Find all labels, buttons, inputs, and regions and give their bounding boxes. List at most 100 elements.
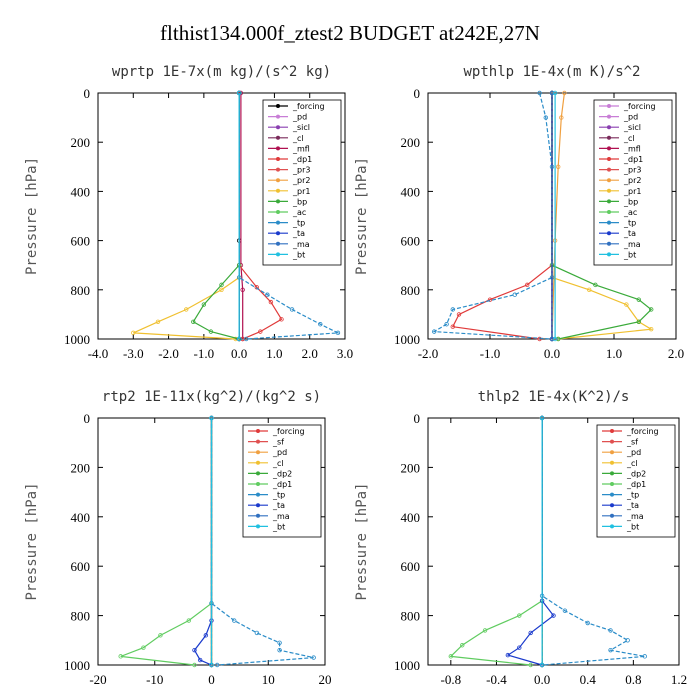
series-point (231, 618, 237, 623)
panel-title: thlp2 1E-4x(K^2)/s (478, 389, 630, 405)
series-point (649, 326, 654, 332)
legend-label: _dp1 (272, 480, 292, 489)
legend-marker (610, 471, 614, 476)
series-point (608, 628, 613, 633)
legend-marker (607, 167, 611, 172)
figure-title: flthist134.000f_ztest2 BUDGET at242E,27N (160, 21, 540, 45)
series-line-tp (432, 92, 553, 340)
legend-marker (607, 157, 611, 161)
legend-marker (256, 492, 260, 497)
legend-marker (256, 524, 260, 529)
x-tick-label: -2.0 (418, 346, 439, 361)
series-point (649, 307, 654, 312)
legend-label: _sicl (623, 123, 641, 132)
legend-label: _tp (626, 491, 639, 500)
x-tick-label: 0.0 (231, 346, 247, 361)
y-tick-label: 1000 (64, 332, 90, 347)
series-point (482, 628, 488, 633)
legend-label: _ta (626, 501, 639, 510)
legend-marker (607, 220, 611, 225)
series-point (456, 312, 462, 317)
y-tick-label: 200 (401, 135, 421, 150)
legend-marker (276, 241, 280, 246)
legend-label: _forcing (623, 102, 656, 111)
series-point (219, 282, 224, 288)
series-point (642, 654, 647, 659)
y-tick-label: 800 (71, 283, 91, 298)
legend-label: _ac (623, 208, 637, 217)
legend-label: _forcing (626, 427, 659, 436)
series-point (236, 336, 242, 342)
series-point (240, 287, 245, 292)
panel-title: wpthlp 1E-4x(m K)/s^2 (463, 64, 640, 80)
series-point (141, 645, 146, 650)
series-point (552, 336, 558, 342)
y-tick-label: 600 (401, 559, 421, 574)
legend-label: _sf (272, 438, 284, 447)
y-tick-label: 600 (71, 234, 91, 249)
legend-label: _dp2 (626, 469, 646, 478)
legend-label: _cl (626, 459, 638, 468)
legend-label: _cl (292, 134, 304, 143)
x-tick-label: 0.4 (580, 672, 597, 687)
legend-marker (276, 178, 280, 183)
series-line-mfl (240, 93, 244, 339)
legend-label: _ta (292, 229, 305, 238)
series-point (311, 655, 316, 660)
legend-label: _forcing (292, 102, 325, 111)
legend-label: _dp1 (623, 155, 643, 164)
legend-label: _pd (272, 448, 287, 457)
series-point (593, 282, 598, 288)
x-tick-label: -1.0 (480, 346, 501, 361)
series-point (197, 657, 203, 663)
y-axis-label: Pressure [hPa] (24, 482, 40, 600)
legend-label: _pr3 (292, 166, 310, 175)
series-line-dp1 (451, 93, 553, 340)
legend-marker (607, 252, 611, 257)
x-tick-label: 1.2 (671, 672, 687, 687)
y-tick-label: 800 (401, 609, 421, 624)
legend-marker (256, 513, 260, 518)
legend-marker (276, 252, 280, 257)
series-point (539, 662, 545, 668)
y-tick-label: 800 (401, 283, 421, 298)
legend-marker (256, 503, 260, 508)
legend-label: _bt (292, 250, 305, 259)
legend-label: _pr1 (623, 187, 641, 196)
series-point (209, 662, 214, 668)
series-point (587, 287, 592, 292)
series-point (528, 630, 533, 636)
plot-frame (97, 92, 346, 340)
legend-label: _pd (292, 113, 307, 122)
series-point (318, 322, 323, 327)
legend-marker (607, 210, 611, 214)
legend-label: _ac (292, 208, 306, 217)
series-point (201, 302, 207, 307)
legend-marker (607, 135, 611, 140)
x-tick-label: 3.0 (337, 346, 353, 361)
x-tick-label: -0.8 (441, 672, 462, 687)
legend-marker (607, 199, 611, 204)
series-point (289, 307, 295, 312)
legend-marker (607, 231, 611, 236)
series-point (265, 292, 270, 297)
series-point (186, 618, 191, 623)
legend-label: _pr3 (623, 166, 641, 175)
series-point (556, 336, 561, 342)
series-point (537, 90, 542, 96)
legend-marker (610, 492, 614, 497)
series-point (552, 90, 558, 96)
series-line-tp (210, 418, 314, 666)
x-tick-label: -0.4 (486, 672, 507, 687)
x-tick-label: 10 (262, 672, 275, 687)
series-point (585, 620, 590, 626)
legend-marker (276, 231, 280, 236)
series-point (236, 90, 242, 96)
series-point (192, 662, 197, 668)
legend-marker (610, 460, 614, 465)
series-point (636, 319, 641, 324)
x-tick-label: 2.0 (668, 346, 684, 361)
legend-label: _tp (623, 219, 636, 228)
legend-label: _mfl (623, 144, 641, 153)
legend-marker (607, 146, 611, 151)
